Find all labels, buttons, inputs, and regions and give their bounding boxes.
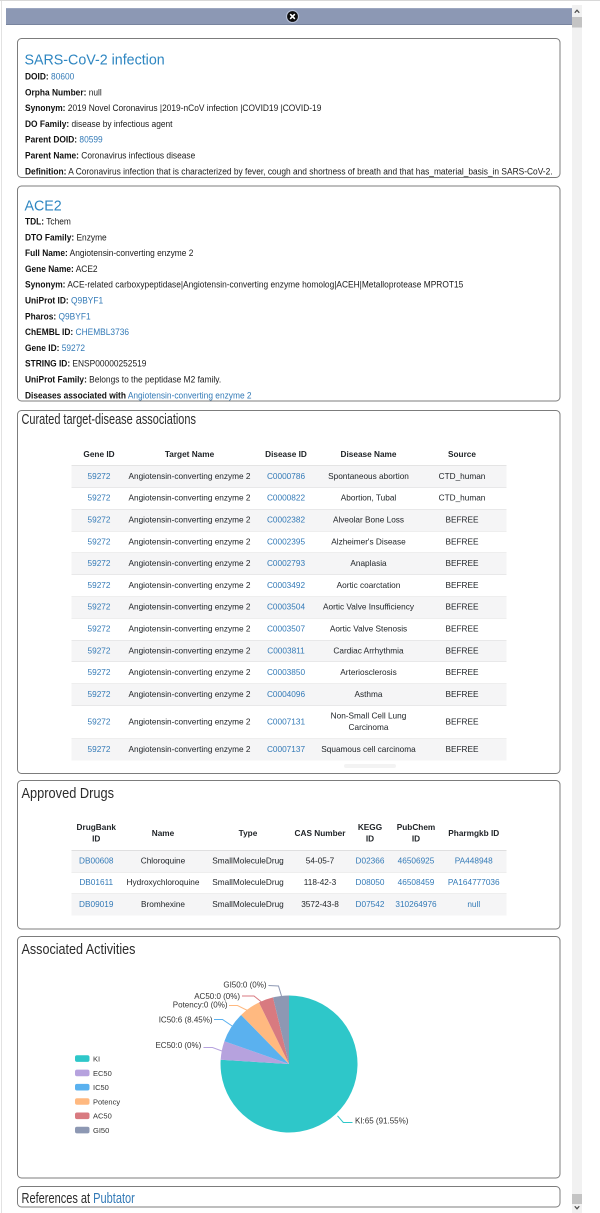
svg-text:Potency: Potency xyxy=(93,1097,120,1106)
svg-text:IC50: IC50 xyxy=(93,1083,109,1092)
svg-text:AC50:0 (0%): AC50:0 (0%) xyxy=(194,992,240,1001)
svg-text:IC50:6 (8.45%): IC50:6 (8.45%) xyxy=(159,1016,213,1025)
svg-text:KI:65 (91.55%): KI:65 (91.55%) xyxy=(355,1117,409,1126)
svg-text:EC50: EC50 xyxy=(93,1069,112,1078)
svg-text:KI: KI xyxy=(93,1055,100,1064)
svg-text:AC50: AC50 xyxy=(93,1112,112,1121)
svg-text:GI50: GI50 xyxy=(93,1126,109,1135)
svg-text:Potency:0 (0%): Potency:0 (0%) xyxy=(173,1001,228,1010)
svg-text:GI50:0 (0%): GI50:0 (0%) xyxy=(223,980,266,989)
svg-text:EC50:0 (0%): EC50:0 (0%) xyxy=(155,1041,201,1050)
